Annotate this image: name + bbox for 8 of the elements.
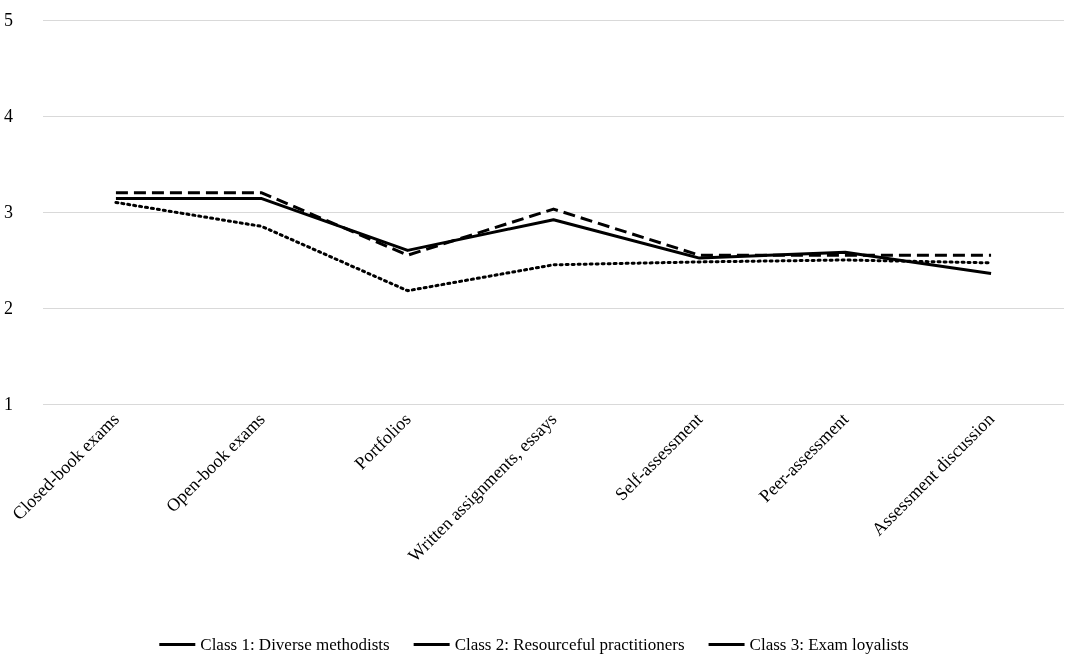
y-tick-label: 4: [4, 106, 13, 126]
legend-label: Class 1: Diverse methodists: [200, 635, 390, 654]
y-tick-label: 5: [4, 10, 13, 30]
legend-label: Class 2: Resourceful practitioners: [454, 635, 685, 654]
legend-label: Class 3: Exam loyalists: [749, 635, 909, 654]
y-tick-label: 1: [4, 394, 13, 414]
y-tick-label: 2: [4, 298, 13, 318]
y-tick-label: 3: [4, 202, 13, 222]
